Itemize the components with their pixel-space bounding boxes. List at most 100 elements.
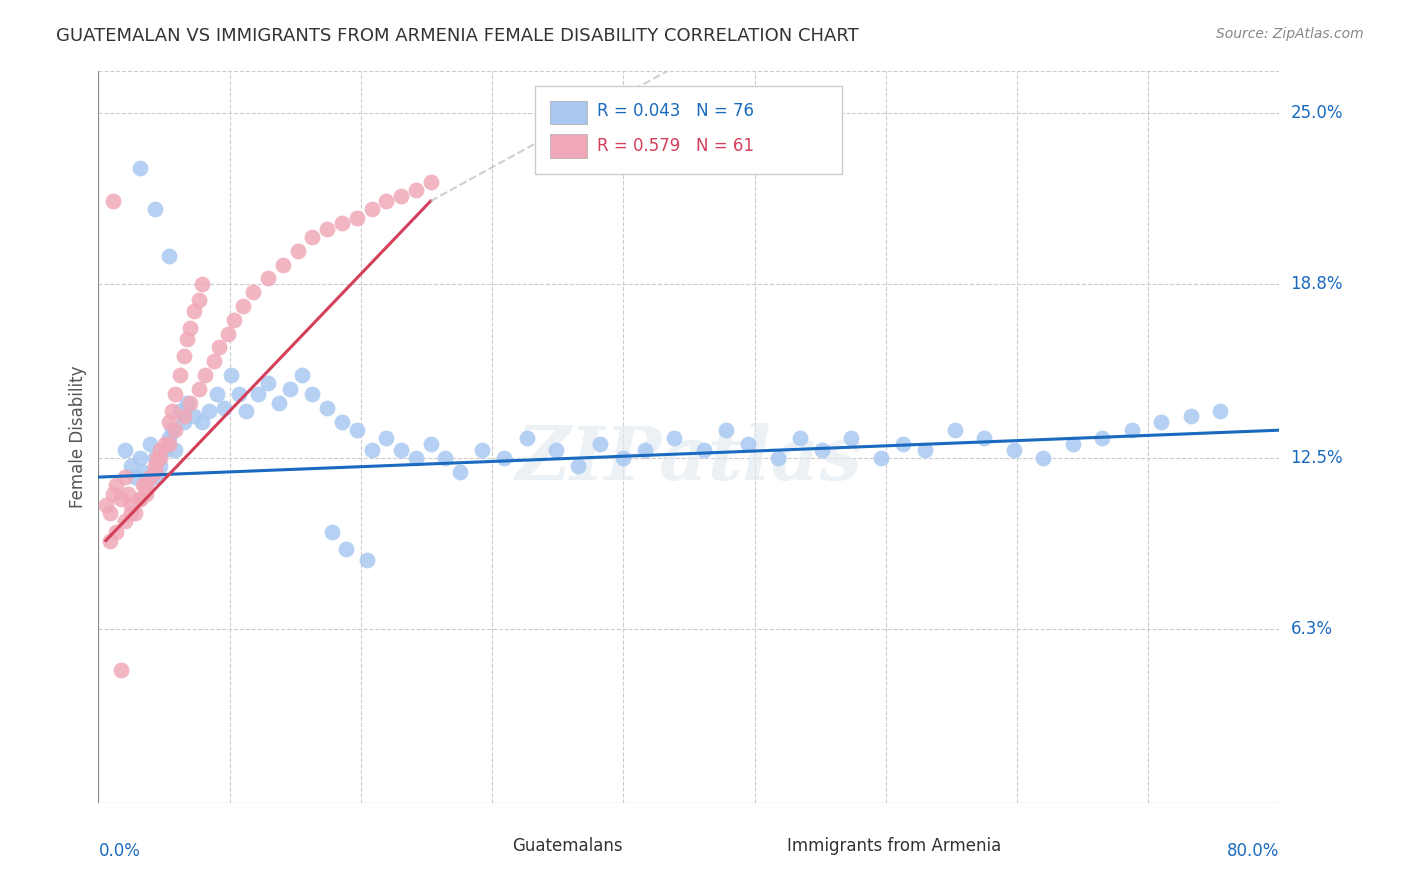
Point	[135, 478, 157, 492]
Point	[389, 442, 412, 457]
Point	[693, 442, 716, 457]
Point	[135, 486, 157, 500]
Point	[143, 450, 166, 465]
Point	[191, 277, 214, 291]
Point	[117, 486, 139, 500]
Text: 25.0%: 25.0%	[1291, 103, 1343, 122]
Point	[891, 437, 914, 451]
Point	[146, 450, 169, 465]
Point	[149, 450, 172, 465]
Point	[516, 432, 538, 446]
Point	[179, 321, 201, 335]
Point	[212, 401, 235, 416]
Point	[124, 506, 146, 520]
FancyBboxPatch shape	[471, 836, 503, 856]
Text: 6.3%: 6.3%	[1291, 620, 1333, 638]
Point	[143, 458, 166, 473]
Point	[187, 293, 209, 308]
Text: GUATEMALAN VS IMMIGRANTS FROM ARMENIA FEMALE DISABILITY CORRELATION CHART: GUATEMALAN VS IMMIGRANTS FROM ARMENIA FE…	[56, 27, 859, 45]
Point	[346, 423, 368, 437]
Point	[330, 415, 353, 429]
Point	[208, 340, 231, 354]
Point	[165, 442, 187, 457]
Point	[419, 437, 441, 451]
FancyBboxPatch shape	[550, 135, 588, 158]
Point	[153, 437, 176, 451]
Point	[346, 211, 368, 225]
Point	[157, 437, 180, 451]
Point	[128, 492, 150, 507]
Point	[1062, 437, 1084, 451]
Point	[280, 382, 302, 396]
Point	[183, 304, 205, 318]
Point	[149, 458, 172, 473]
Point	[124, 470, 146, 484]
Point	[198, 404, 221, 418]
Point	[841, 432, 863, 446]
Point	[914, 442, 936, 457]
Point	[128, 161, 150, 175]
Point	[405, 450, 427, 465]
Point	[143, 465, 166, 479]
Point	[1002, 442, 1025, 457]
Point	[132, 478, 155, 492]
Point	[169, 368, 191, 382]
Point	[191, 415, 214, 429]
FancyBboxPatch shape	[745, 836, 779, 856]
Point	[471, 442, 494, 457]
Point	[567, 458, 589, 473]
Point	[375, 432, 398, 446]
Text: Immigrants from Armenia: Immigrants from Armenia	[787, 837, 1001, 855]
Point	[301, 387, 323, 401]
Point	[114, 470, 136, 484]
Point	[139, 470, 162, 484]
Point	[169, 404, 191, 418]
Point	[205, 387, 228, 401]
Point	[114, 514, 136, 528]
Point	[1091, 432, 1114, 446]
Point	[943, 423, 966, 437]
Point	[153, 442, 176, 457]
Point	[1032, 450, 1054, 465]
Point	[105, 525, 128, 540]
Point	[157, 415, 180, 429]
Point	[176, 395, 198, 409]
Point	[173, 415, 195, 429]
Text: 80.0%: 80.0%	[1227, 842, 1279, 860]
Point	[1180, 409, 1202, 424]
Point	[221, 368, 243, 382]
Text: 0.0%: 0.0%	[98, 842, 141, 860]
Point	[128, 492, 150, 507]
Point	[94, 498, 117, 512]
Point	[246, 387, 269, 401]
Point	[139, 437, 162, 451]
Point	[235, 404, 257, 418]
Point	[120, 506, 142, 520]
Point	[157, 249, 180, 263]
Point	[271, 258, 294, 272]
Point	[419, 175, 441, 189]
Point	[360, 202, 382, 217]
Point	[405, 183, 427, 197]
Point	[128, 450, 150, 465]
Point	[335, 541, 357, 556]
Point	[228, 387, 250, 401]
Point	[183, 409, 205, 424]
Point	[98, 533, 121, 548]
Point	[449, 465, 471, 479]
Point	[165, 387, 187, 401]
Point	[316, 221, 339, 235]
Point	[224, 312, 246, 326]
Point	[165, 423, 187, 437]
Point	[360, 442, 382, 457]
Point	[103, 486, 125, 500]
Point	[737, 437, 759, 451]
Point	[546, 442, 568, 457]
Point	[202, 354, 225, 368]
Point	[810, 442, 832, 457]
Text: R = 0.043   N = 76: R = 0.043 N = 76	[596, 102, 754, 120]
Point	[132, 465, 155, 479]
Text: 12.5%: 12.5%	[1291, 449, 1343, 467]
Point	[1121, 423, 1143, 437]
Y-axis label: Female Disability: Female Disability	[69, 366, 87, 508]
